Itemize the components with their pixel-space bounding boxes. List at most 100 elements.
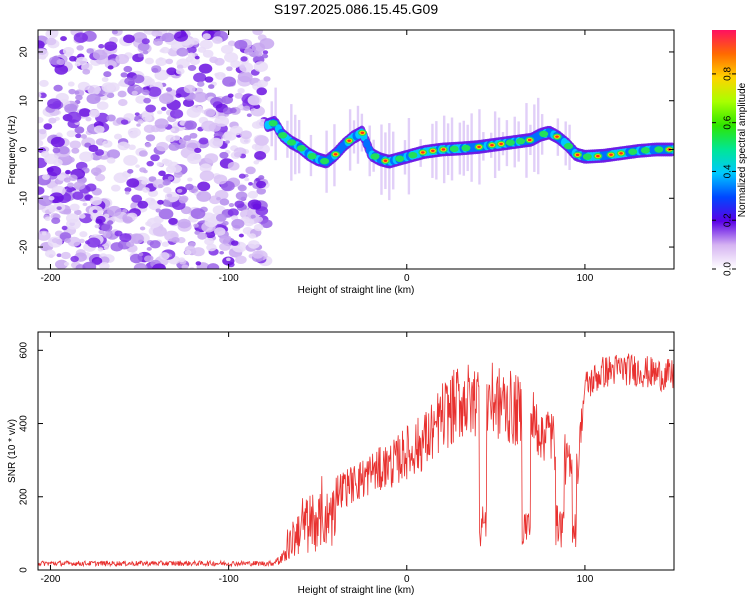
noise-blob	[161, 199, 171, 207]
noise-blob	[38, 186, 45, 195]
noise-blob	[137, 119, 144, 124]
noise-blob	[247, 190, 259, 199]
noise-blob	[155, 81, 163, 88]
noise-blob	[54, 64, 69, 75]
noise-blob	[171, 236, 180, 244]
y-tick-label: 0	[19, 146, 30, 152]
noise-blob	[198, 63, 213, 74]
noise-blob	[252, 30, 263, 36]
noise-blob	[123, 113, 135, 122]
noise-blob	[193, 91, 208, 103]
noise-blob	[39, 79, 49, 87]
noise-blob	[129, 253, 143, 264]
noise-blob	[95, 173, 106, 182]
snr-series-line	[38, 353, 674, 568]
noise-blob	[81, 62, 93, 72]
noise-blob	[101, 77, 109, 83]
noise-blob	[222, 256, 235, 266]
noise-blob	[56, 253, 62, 258]
y-tick-label: -10	[19, 191, 30, 206]
noise-blob	[202, 49, 214, 58]
noise-blob	[166, 87, 173, 92]
noise-blob	[158, 208, 174, 220]
noise-blob	[106, 114, 116, 122]
noise-blob	[157, 199, 164, 205]
noise-blob	[86, 48, 94, 54]
noise-blob	[219, 235, 231, 244]
ridge-hotspot	[654, 146, 664, 153]
noise-blob	[254, 151, 267, 160]
noise-blob	[115, 53, 130, 65]
noise-blob	[187, 64, 197, 72]
noise-blob	[189, 37, 200, 45]
ridge-hotspot	[461, 144, 471, 152]
noise-blob	[124, 187, 132, 193]
noise-blob	[79, 231, 88, 238]
y-tick-label: 200	[19, 488, 30, 505]
noise-blob	[86, 93, 101, 105]
noise-blob	[47, 98, 62, 109]
noise-blob	[46, 167, 54, 173]
noise-blob	[71, 147, 80, 154]
noise-blob	[155, 208, 162, 213]
noise-blob	[49, 192, 64, 204]
noise-blob	[104, 59, 117, 69]
x-tick-label: 100	[577, 273, 594, 284]
ridge-hotspot	[596, 154, 600, 158]
noise-blob	[106, 157, 116, 164]
ridge-hotspot	[421, 151, 425, 154]
noise-blob	[252, 250, 264, 259]
noise-blob	[234, 200, 245, 208]
noise-blob	[202, 33, 211, 40]
noise-blob	[237, 87, 245, 94]
noise-blob	[151, 65, 162, 73]
snr-panel: -200 -100 0 100 0 200 400 600 Height of straig…	[7, 331, 675, 596]
noise-blob	[176, 47, 189, 57]
noise-blob	[177, 237, 186, 244]
noise-blob	[92, 49, 108, 61]
noise-blob	[75, 94, 83, 101]
noise-blob	[256, 187, 266, 195]
noise-blob	[66, 111, 82, 123]
noise-blob	[101, 82, 116, 93]
noise-blob	[141, 38, 150, 45]
noise-blob	[50, 136, 65, 148]
noise-blob	[254, 135, 269, 146]
noise-blob	[156, 110, 163, 115]
noise-blob	[214, 227, 226, 236]
noise-blob	[135, 164, 140, 168]
noise-blob	[172, 135, 181, 141]
noise-blob	[209, 56, 219, 64]
noise-blob	[48, 196, 55, 201]
noise-blob	[40, 150, 50, 158]
noise-blob	[103, 246, 109, 250]
noise-blob	[255, 51, 263, 57]
figure-title: S197.2025.086.15.45.G09	[274, 1, 438, 17]
noise-blob	[187, 177, 193, 182]
noise-blob	[186, 153, 202, 165]
noise-blob	[38, 93, 42, 98]
noise-blob	[62, 46, 75, 56]
noise-blob	[141, 113, 153, 122]
noise-blob	[197, 46, 207, 53]
noise-blob	[78, 108, 91, 117]
noise-blob	[185, 183, 194, 191]
noise-blob	[173, 171, 183, 178]
noise-blob	[129, 233, 144, 244]
noise-blob	[43, 123, 53, 130]
noise-blob	[60, 251, 71, 260]
noise-blob	[151, 30, 161, 37]
noise-blob	[181, 264, 189, 269]
noise-blob	[118, 80, 126, 87]
noise-blob	[238, 233, 244, 238]
noise-blob	[38, 139, 44, 147]
noise-blob	[224, 132, 237, 141]
noise-blob	[167, 176, 174, 181]
noise-blob	[44, 216, 51, 221]
ridge-hotspot	[539, 130, 549, 138]
noise-blob	[111, 184, 121, 192]
noise-blob	[240, 56, 248, 62]
noise-blob	[144, 255, 154, 263]
colorbar-tick-label: 0.8	[723, 67, 734, 81]
colorbar-label: Normalized spectral amplitude	[737, 82, 748, 217]
